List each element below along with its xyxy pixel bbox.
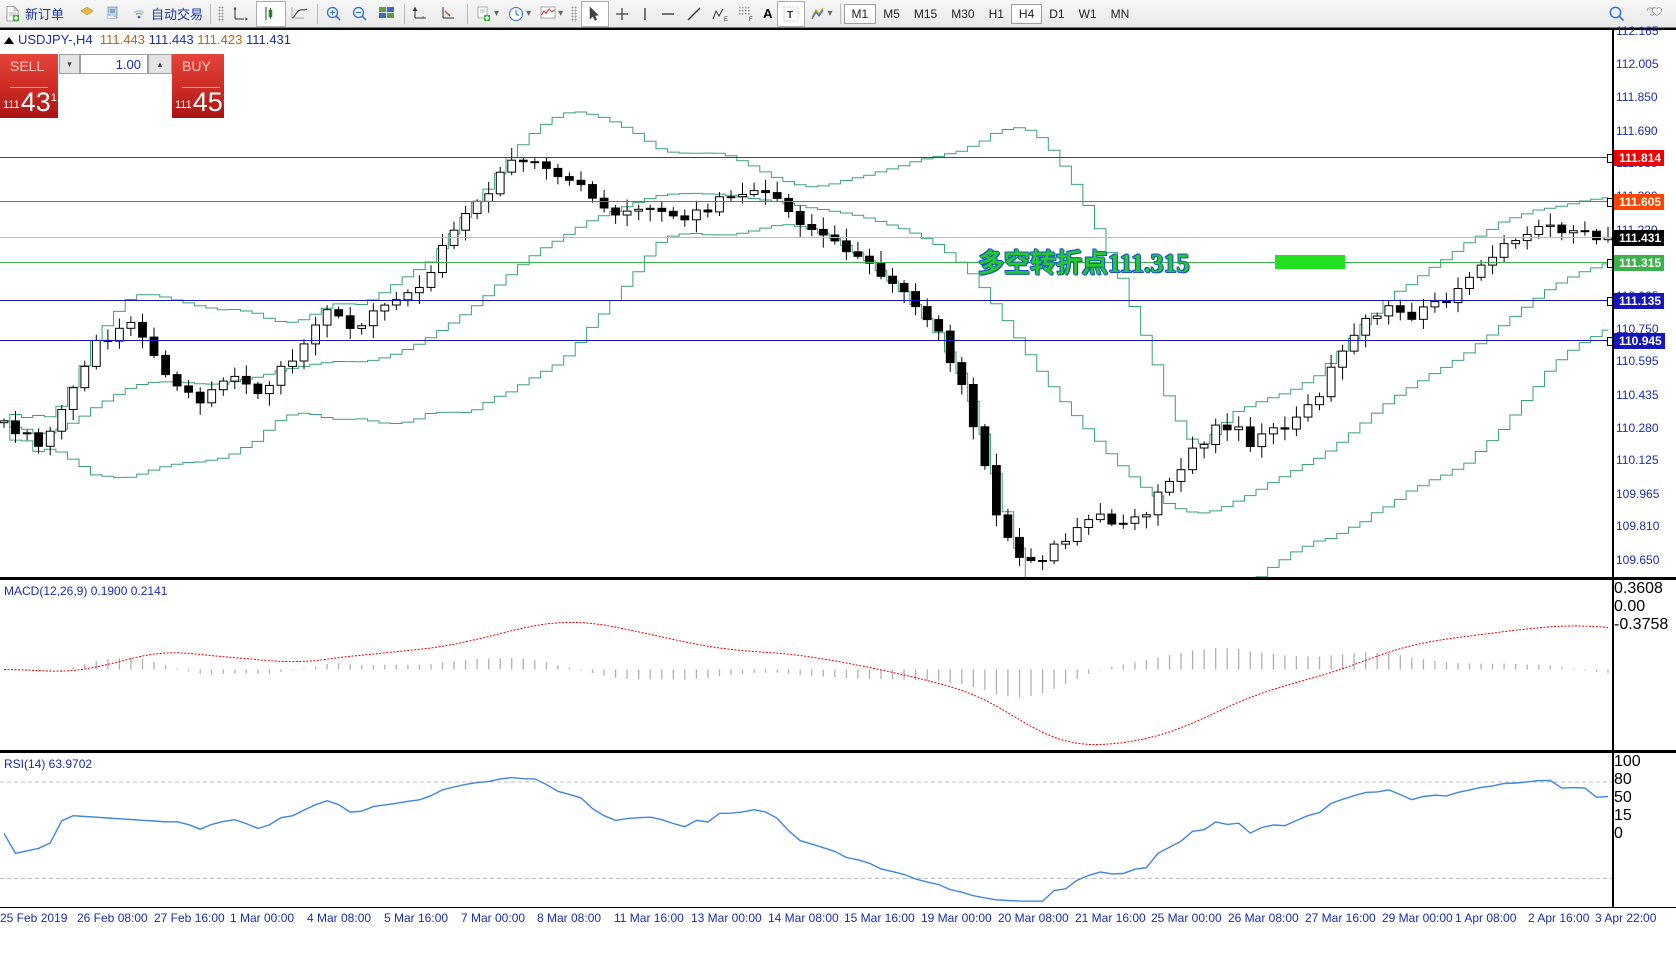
svg-text:T: T bbox=[787, 10, 793, 21]
svg-text:E: E bbox=[724, 17, 728, 23]
svg-text:F: F bbox=[749, 17, 753, 23]
